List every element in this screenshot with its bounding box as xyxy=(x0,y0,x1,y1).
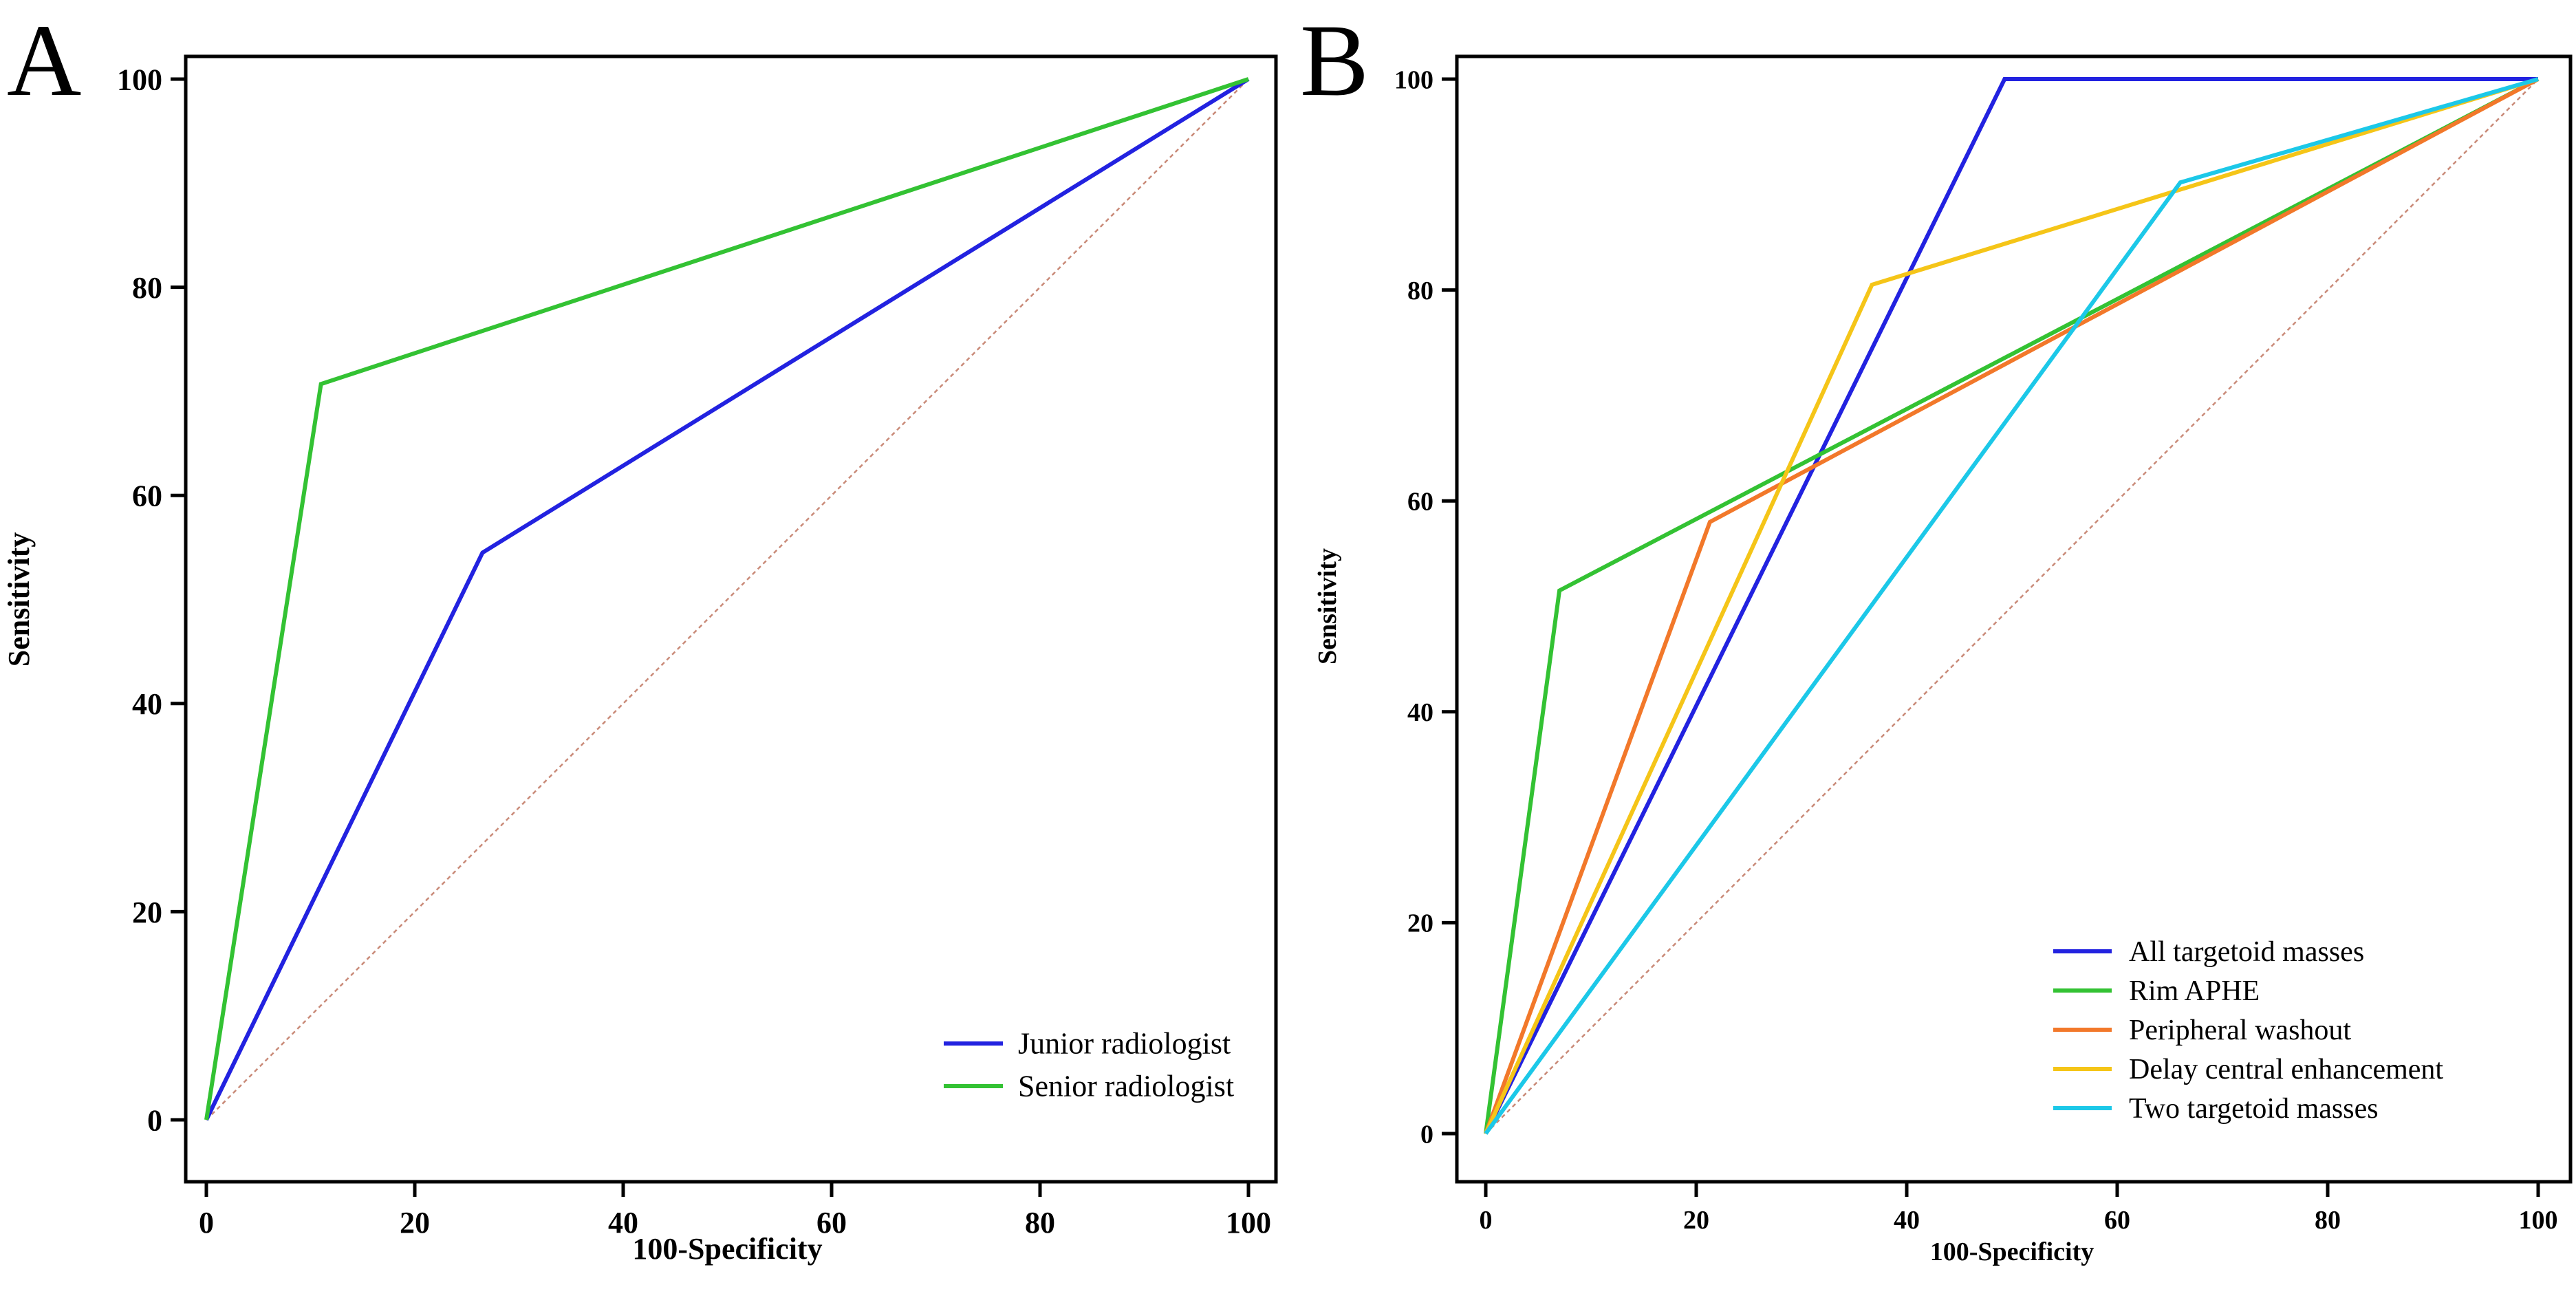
series-line-3 xyxy=(1484,77,2539,1135)
reference-diagonal xyxy=(206,78,1249,1121)
x-tick-label: 80 xyxy=(2315,1206,2341,1235)
series-line-2 xyxy=(1484,77,2540,1135)
reference-diagonal xyxy=(1485,78,2539,1134)
panel-b: B 0 20 40 60 80 100 0 20 40 60 80 100 100-Specificity… xyxy=(1300,3,2573,1266)
legend-label: Junior radiologist xyxy=(1018,1027,1231,1061)
panel-letter: A xyxy=(7,3,81,118)
x-axis-title: 100-Specificity xyxy=(1930,1237,2095,1266)
x-axis-title: 100-Specificity xyxy=(632,1232,822,1266)
series-line-0 xyxy=(204,77,1250,1121)
y-tick-label: 60 xyxy=(1407,488,1433,517)
x-tick-label: 20 xyxy=(400,1206,430,1240)
y-tick-label: 40 xyxy=(1407,698,1433,727)
legend-label: Senior radiologist xyxy=(1018,1070,1234,1103)
legend-label: Rim APHE xyxy=(2129,975,2260,1007)
series-line-0 xyxy=(1484,77,2538,1135)
panel-letter: B xyxy=(1300,3,1369,118)
panel-a: A 0 20 40 60 80 100 0 20 40 60 80 100 100-Specificity… xyxy=(2,3,1278,1266)
y-tick-label: 60 xyxy=(132,479,162,513)
series-line-1 xyxy=(204,77,1249,1121)
y-tick-label: 100 xyxy=(117,63,162,96)
x-tick-label: 40 xyxy=(1894,1206,1920,1235)
y-tick-label: 100 xyxy=(1394,65,1433,94)
series-line-1 xyxy=(1484,77,2540,1134)
x-tick-label: 80 xyxy=(1025,1206,1055,1240)
legend: All targetoid masses Rim APHE Peripheral w… xyxy=(2053,936,2443,1125)
x-tick-label: 0 xyxy=(1480,1206,1493,1235)
y-axis-title: Sensitivity xyxy=(2,532,36,667)
y-axis-title: Sensitivity xyxy=(1313,548,1342,664)
y-tick-label: 80 xyxy=(132,271,162,305)
legend-label: Peripheral washout xyxy=(2129,1015,2351,1046)
x-tick-label: 40 xyxy=(608,1206,638,1240)
x-tick-label: 0 xyxy=(199,1206,214,1240)
y-tick-label: 20 xyxy=(1407,909,1433,938)
y-tick-label: 20 xyxy=(132,896,162,929)
plot-frame xyxy=(1455,54,2573,1184)
x-tick-label: 100 xyxy=(2519,1206,2558,1235)
legend-label: Delay central enhancement xyxy=(2129,1054,2443,1085)
y-tick-label: 40 xyxy=(132,687,162,721)
y-tick-label: 0 xyxy=(147,1103,162,1137)
plot-frame xyxy=(184,54,1278,1184)
y-tick-label: 80 xyxy=(1407,277,1433,305)
x-tick-label: 60 xyxy=(816,1206,847,1240)
legend-label: All targetoid masses xyxy=(2129,936,2364,968)
x-tick-label: 60 xyxy=(2104,1206,2130,1235)
x-tick-label: 100 xyxy=(1226,1206,1271,1240)
x-tick-label: 20 xyxy=(1683,1206,1709,1235)
legend: Junior radiologist Senior radiologist xyxy=(944,1027,1234,1103)
y-tick-label: 0 xyxy=(1420,1120,1433,1149)
series-line-4 xyxy=(1484,77,2539,1135)
legend-label: Two targetoid masses xyxy=(2129,1093,2379,1125)
